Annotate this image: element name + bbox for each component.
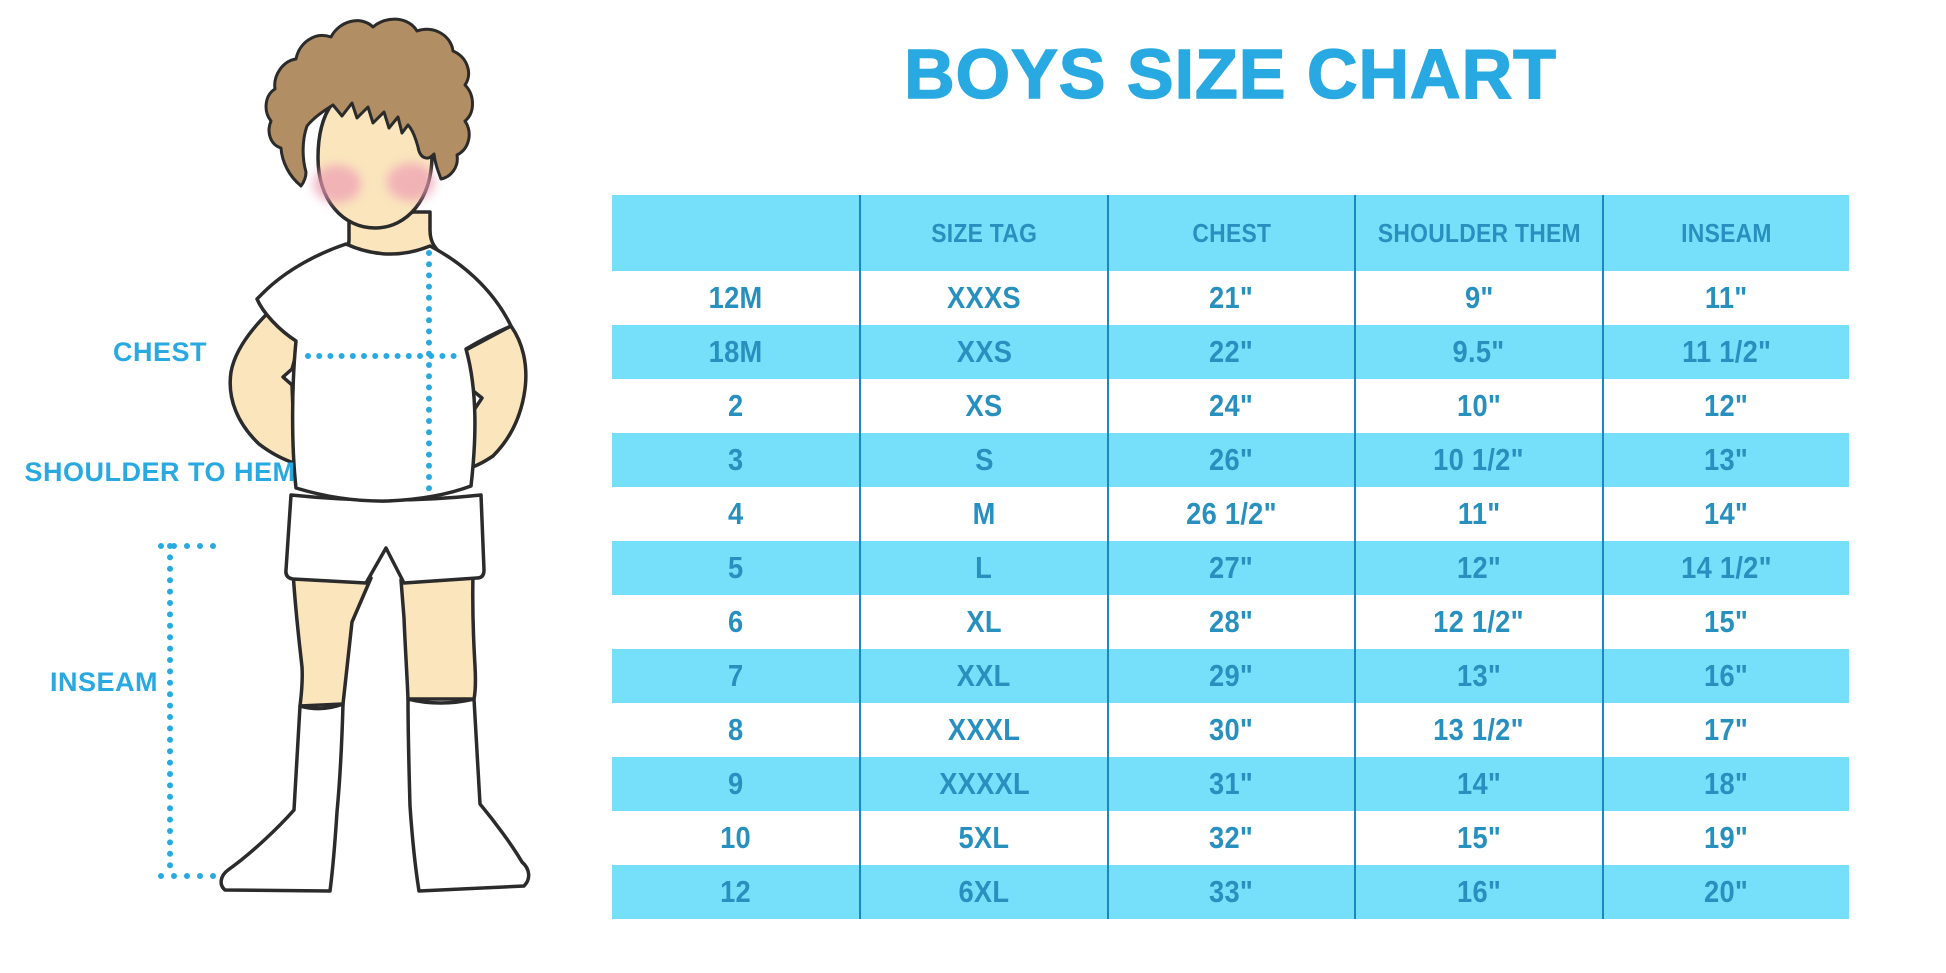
table-cell: M xyxy=(859,487,1106,541)
table-row: 9 XXXXL 31" 14" 18" xyxy=(612,757,1849,811)
chest-label: CHEST xyxy=(112,337,207,367)
column-header: SIZE TAG xyxy=(859,195,1106,271)
table-cell: 13" xyxy=(1601,433,1849,487)
size-chart-panel: BOYS SIZE CHART SIZE TAG CHEST SHOULDER TH… xyxy=(612,0,1849,973)
left-sock xyxy=(219,702,345,893)
table-row: 6 XL 28" 12 1/2" 15" xyxy=(612,595,1849,649)
table-cell: 4 xyxy=(727,496,744,531)
table-cell: 3 xyxy=(727,442,744,477)
table-header-row: SIZE TAG CHEST SHOULDER THEM INSEAM xyxy=(612,195,1849,271)
table-cell: 26 1/2" xyxy=(1106,487,1354,541)
left-leg xyxy=(291,570,373,708)
table-cell: XXS xyxy=(859,325,1106,379)
table-cell: XXXL xyxy=(859,703,1106,757)
hair xyxy=(264,17,474,188)
table-cell: 33" xyxy=(1106,865,1354,919)
measurement-lines xyxy=(158,250,463,879)
right-sock xyxy=(406,697,531,893)
column-header: INSEAM xyxy=(1601,195,1849,271)
table-cell: 5 xyxy=(727,550,744,585)
table-row: 2 XS 24" 10" 12" xyxy=(612,379,1849,433)
table-cell: 29" xyxy=(1106,649,1354,703)
right-leg xyxy=(399,572,478,701)
table-cell: 11" xyxy=(1601,271,1849,325)
page-title: BOYS SIZE CHART xyxy=(903,34,1557,114)
table-row: 12M XXXS 21" 9" 11" xyxy=(612,271,1849,325)
column-header xyxy=(612,195,859,271)
shoulder-to-hem-label: SHOULDER TO HEM xyxy=(24,457,296,487)
table-row: 5 L 27" 12" 14 1/2" xyxy=(612,541,1849,595)
table-cell: 12M xyxy=(708,280,763,315)
table-cell: 16" xyxy=(1354,865,1601,919)
table-cell: XL xyxy=(859,595,1106,649)
inseam-label: INSEAM xyxy=(49,667,158,697)
table-cell: 17" xyxy=(1601,703,1849,757)
table-row: 12 6XL 33" 16" 20" xyxy=(612,865,1849,919)
table-cell: 21" xyxy=(1106,271,1354,325)
table-cell: XXXS xyxy=(859,271,1106,325)
table-row: 10 5XL 32" 15" 19" xyxy=(612,811,1849,865)
table-cell: 15" xyxy=(1601,595,1849,649)
table-cell: 18" xyxy=(1601,757,1849,811)
table-cell: 11" xyxy=(1354,487,1601,541)
table-cell: S xyxy=(859,433,1106,487)
table-cell: 26" xyxy=(1106,433,1354,487)
table-cell: XXXXL xyxy=(859,757,1106,811)
table-cell: 18M xyxy=(708,334,763,369)
table-cell: 14" xyxy=(1354,757,1601,811)
table-cell: 15" xyxy=(1354,811,1601,865)
left-blush xyxy=(313,165,361,203)
table-cell: 6XL xyxy=(859,865,1106,919)
table-cell: 12" xyxy=(1601,379,1849,433)
table-cell: 32" xyxy=(1106,811,1354,865)
table-cell: 10 1/2" xyxy=(1354,433,1601,487)
table-cell: 7 xyxy=(727,658,744,693)
table-cell: 9.5" xyxy=(1354,325,1601,379)
table-cell: 12" xyxy=(1354,541,1601,595)
table-cell: 6 xyxy=(727,604,744,639)
shorts xyxy=(284,493,486,585)
table-cell: XS xyxy=(859,379,1106,433)
table-cell: 11 1/2" xyxy=(1601,325,1849,379)
table-cell: 30" xyxy=(1106,703,1354,757)
table-cell: 14" xyxy=(1601,487,1849,541)
table-cell: 13 1/2" xyxy=(1354,703,1601,757)
size-chart-table: SIZE TAG CHEST SHOULDER THEM INSEAM 12M XXXS 2… xyxy=(612,195,1849,919)
table-cell: 14 1/2" xyxy=(1601,541,1849,595)
table-cell: 13" xyxy=(1354,649,1601,703)
table-row: 4 M 26 1/2" 11" 14" xyxy=(612,487,1849,541)
table-cell: 28" xyxy=(1106,595,1354,649)
table-cell: 9 xyxy=(727,766,744,801)
table-cell: 27" xyxy=(1106,541,1354,595)
table-row: 18M XXS 22" 9.5" 11 1/2" xyxy=(612,325,1849,379)
table-row: 3 S 26" 10 1/2" 13" xyxy=(612,433,1849,487)
table-cell: L xyxy=(859,541,1106,595)
table-cell: 31" xyxy=(1106,757,1354,811)
table-cell: XXL xyxy=(859,649,1106,703)
table-cell: 5XL xyxy=(859,811,1106,865)
t-shirt xyxy=(255,242,513,503)
table-cell: 12 xyxy=(720,874,752,909)
boy-figure-illustration xyxy=(158,17,531,893)
column-header: CHEST xyxy=(1106,195,1354,271)
table-row: 8 XXXL 30" 13 1/2" 17" xyxy=(612,703,1849,757)
table-cell: 12 1/2" xyxy=(1354,595,1601,649)
table-cell: 10" xyxy=(1354,379,1601,433)
table-cell: 24" xyxy=(1106,379,1354,433)
table-cell: 19" xyxy=(1601,811,1849,865)
table-cell: 22" xyxy=(1106,325,1354,379)
table-cell: 2 xyxy=(727,388,744,423)
table-cell: 20" xyxy=(1601,865,1849,919)
column-header: SHOULDER THEM xyxy=(1354,195,1601,271)
table-cell: 16" xyxy=(1601,649,1849,703)
table-cell: 9" xyxy=(1354,271,1601,325)
measurement-figure-panel: CHEST SHOULDER TO HEM INSEAM xyxy=(0,0,612,973)
table-cell: 8 xyxy=(727,712,744,747)
right-blush xyxy=(387,163,435,201)
table-cell: 10 xyxy=(720,820,752,855)
table-row: 7 XXL 29" 13" 16" xyxy=(612,649,1849,703)
